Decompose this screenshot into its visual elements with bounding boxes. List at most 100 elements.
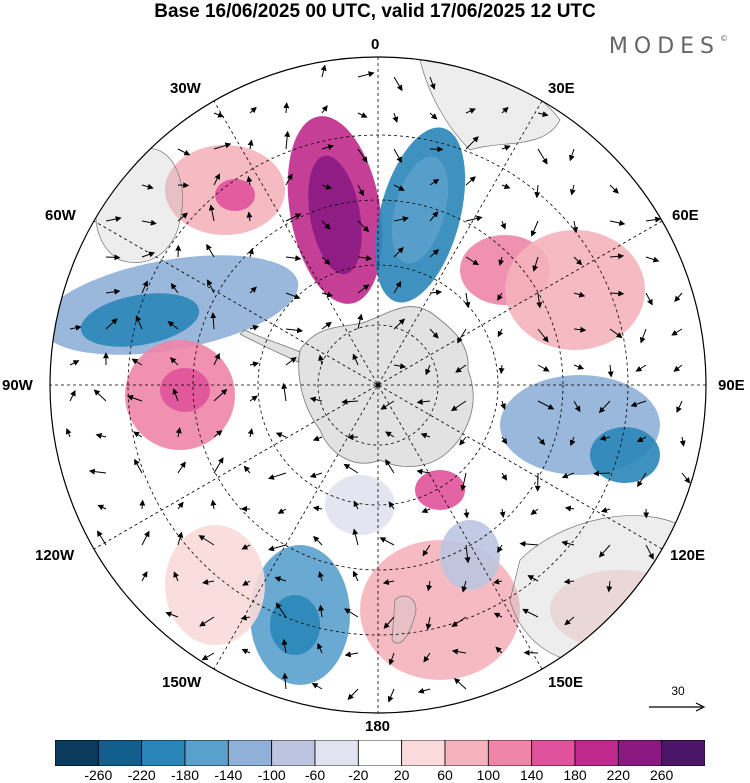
logo-mark: © [720,34,728,43]
antarctica-landmass [298,306,474,467]
wind-arrow [311,682,323,690]
wind-arrow [532,256,539,272]
lon-label-60w: 60W [45,207,76,224]
meridian-line [213,100,543,670]
wind-arrow [285,255,302,262]
anomaly-blob [415,470,465,510]
wind-arrow [317,571,324,582]
anomaly-blob [505,230,645,350]
wind-arrow [501,436,508,445]
wind-arrow [241,544,251,550]
wind-arrow [380,400,395,410]
anomaly-blob [215,179,255,211]
wind-arrow [465,256,479,266]
wind-arrow [416,468,431,475]
wind-arrow [500,220,507,230]
wind-arrow [609,184,619,194]
colorbar-swatch [141,740,186,766]
wind-arrow [347,688,359,700]
wind-arrow [598,400,611,414]
wind-arrow [563,578,575,585]
wind-arrow [309,472,323,478]
wind-arrow [213,173,220,186]
wind-arrow [141,183,154,190]
wind-arrow [463,508,470,519]
wind-arrow [393,148,403,163]
wind-arrow [105,288,121,295]
lon-label-30e: 30E [548,80,575,97]
wind-arrow [309,396,323,403]
wind-arrow [572,220,579,234]
wind-arrow [210,499,217,510]
wind-arrow [285,292,301,300]
colorbar-tick-label: 20 [393,767,410,783]
wind-arrow [177,212,189,222]
wind-arrow [249,286,257,294]
reference-vector-arrow [649,702,706,712]
wind-arrow [645,256,660,263]
wind-arrow [281,638,288,654]
colorbar-swatch [401,740,446,766]
meridian-line [93,220,663,550]
wind-arrow [607,364,614,378]
wind-arrow [312,435,323,442]
wind-arrow [460,472,467,492]
wind-arrow [679,436,686,447]
wind-arrow [357,255,373,262]
wind-arrow [320,64,327,78]
wind-arrow [241,648,251,655]
colorbar-swatch [444,740,489,766]
wind-arrow [417,687,431,694]
wind-arrow [246,211,253,222]
wind-arrow [321,144,335,150]
lon-label-90e: 90E [718,377,745,394]
wind-arrow [268,472,287,480]
wind-arrow [141,571,148,582]
wind-arrow [201,652,215,661]
wind-arrow [451,616,467,627]
wind-arrow [388,652,395,666]
wind-arrow [609,253,625,260]
wind-arrow [497,292,503,301]
wind-arrow [134,458,143,474]
wind-arrow [639,328,647,344]
wind-arrow [321,183,332,190]
wind-arrow [240,614,251,621]
wind-arrow [426,580,433,592]
wind-arrow [530,508,539,515]
wind-arrow [501,145,511,151]
colorbar-tick-label: -20 [348,767,369,783]
wind-arrow [341,398,359,405]
wind-arrow [321,256,331,265]
lon-label-120w: 120W [35,547,75,564]
wind-arrow [421,507,431,514]
wind-arrow [465,108,476,114]
colorbar-tick-label: 260 [649,767,674,783]
wind-arrow [573,326,587,333]
wind-arrow [498,364,505,375]
wind-arrow [285,356,297,366]
wind-arrow [141,280,148,294]
wind-arrow [420,432,431,439]
wind-arrow [673,364,683,372]
wind-arrow [599,435,611,441]
colorbar-swatch [55,740,99,766]
wind-arrow [561,540,575,547]
map-title: Base 16/06/2025 00 UTC, valid 17/06/2025… [154,1,596,22]
wind-vectors [65,64,691,703]
wind-arrow [126,394,143,402]
wind-arrow [172,388,179,402]
map-border [49,56,707,714]
wind-arrow [207,279,215,294]
wind-arrow [382,579,395,586]
wind-arrow [564,616,575,626]
colorbar-swatch [227,740,273,766]
wind-arrow [313,535,323,546]
wind-arrow [500,400,506,410]
lon-label-150e: 150E [548,674,584,691]
lon-label-180: 180 [365,718,391,735]
wind-arrow [537,328,549,343]
latitude-circle [257,264,499,506]
wind-arrow [636,436,647,443]
wind-arrow [213,388,228,402]
